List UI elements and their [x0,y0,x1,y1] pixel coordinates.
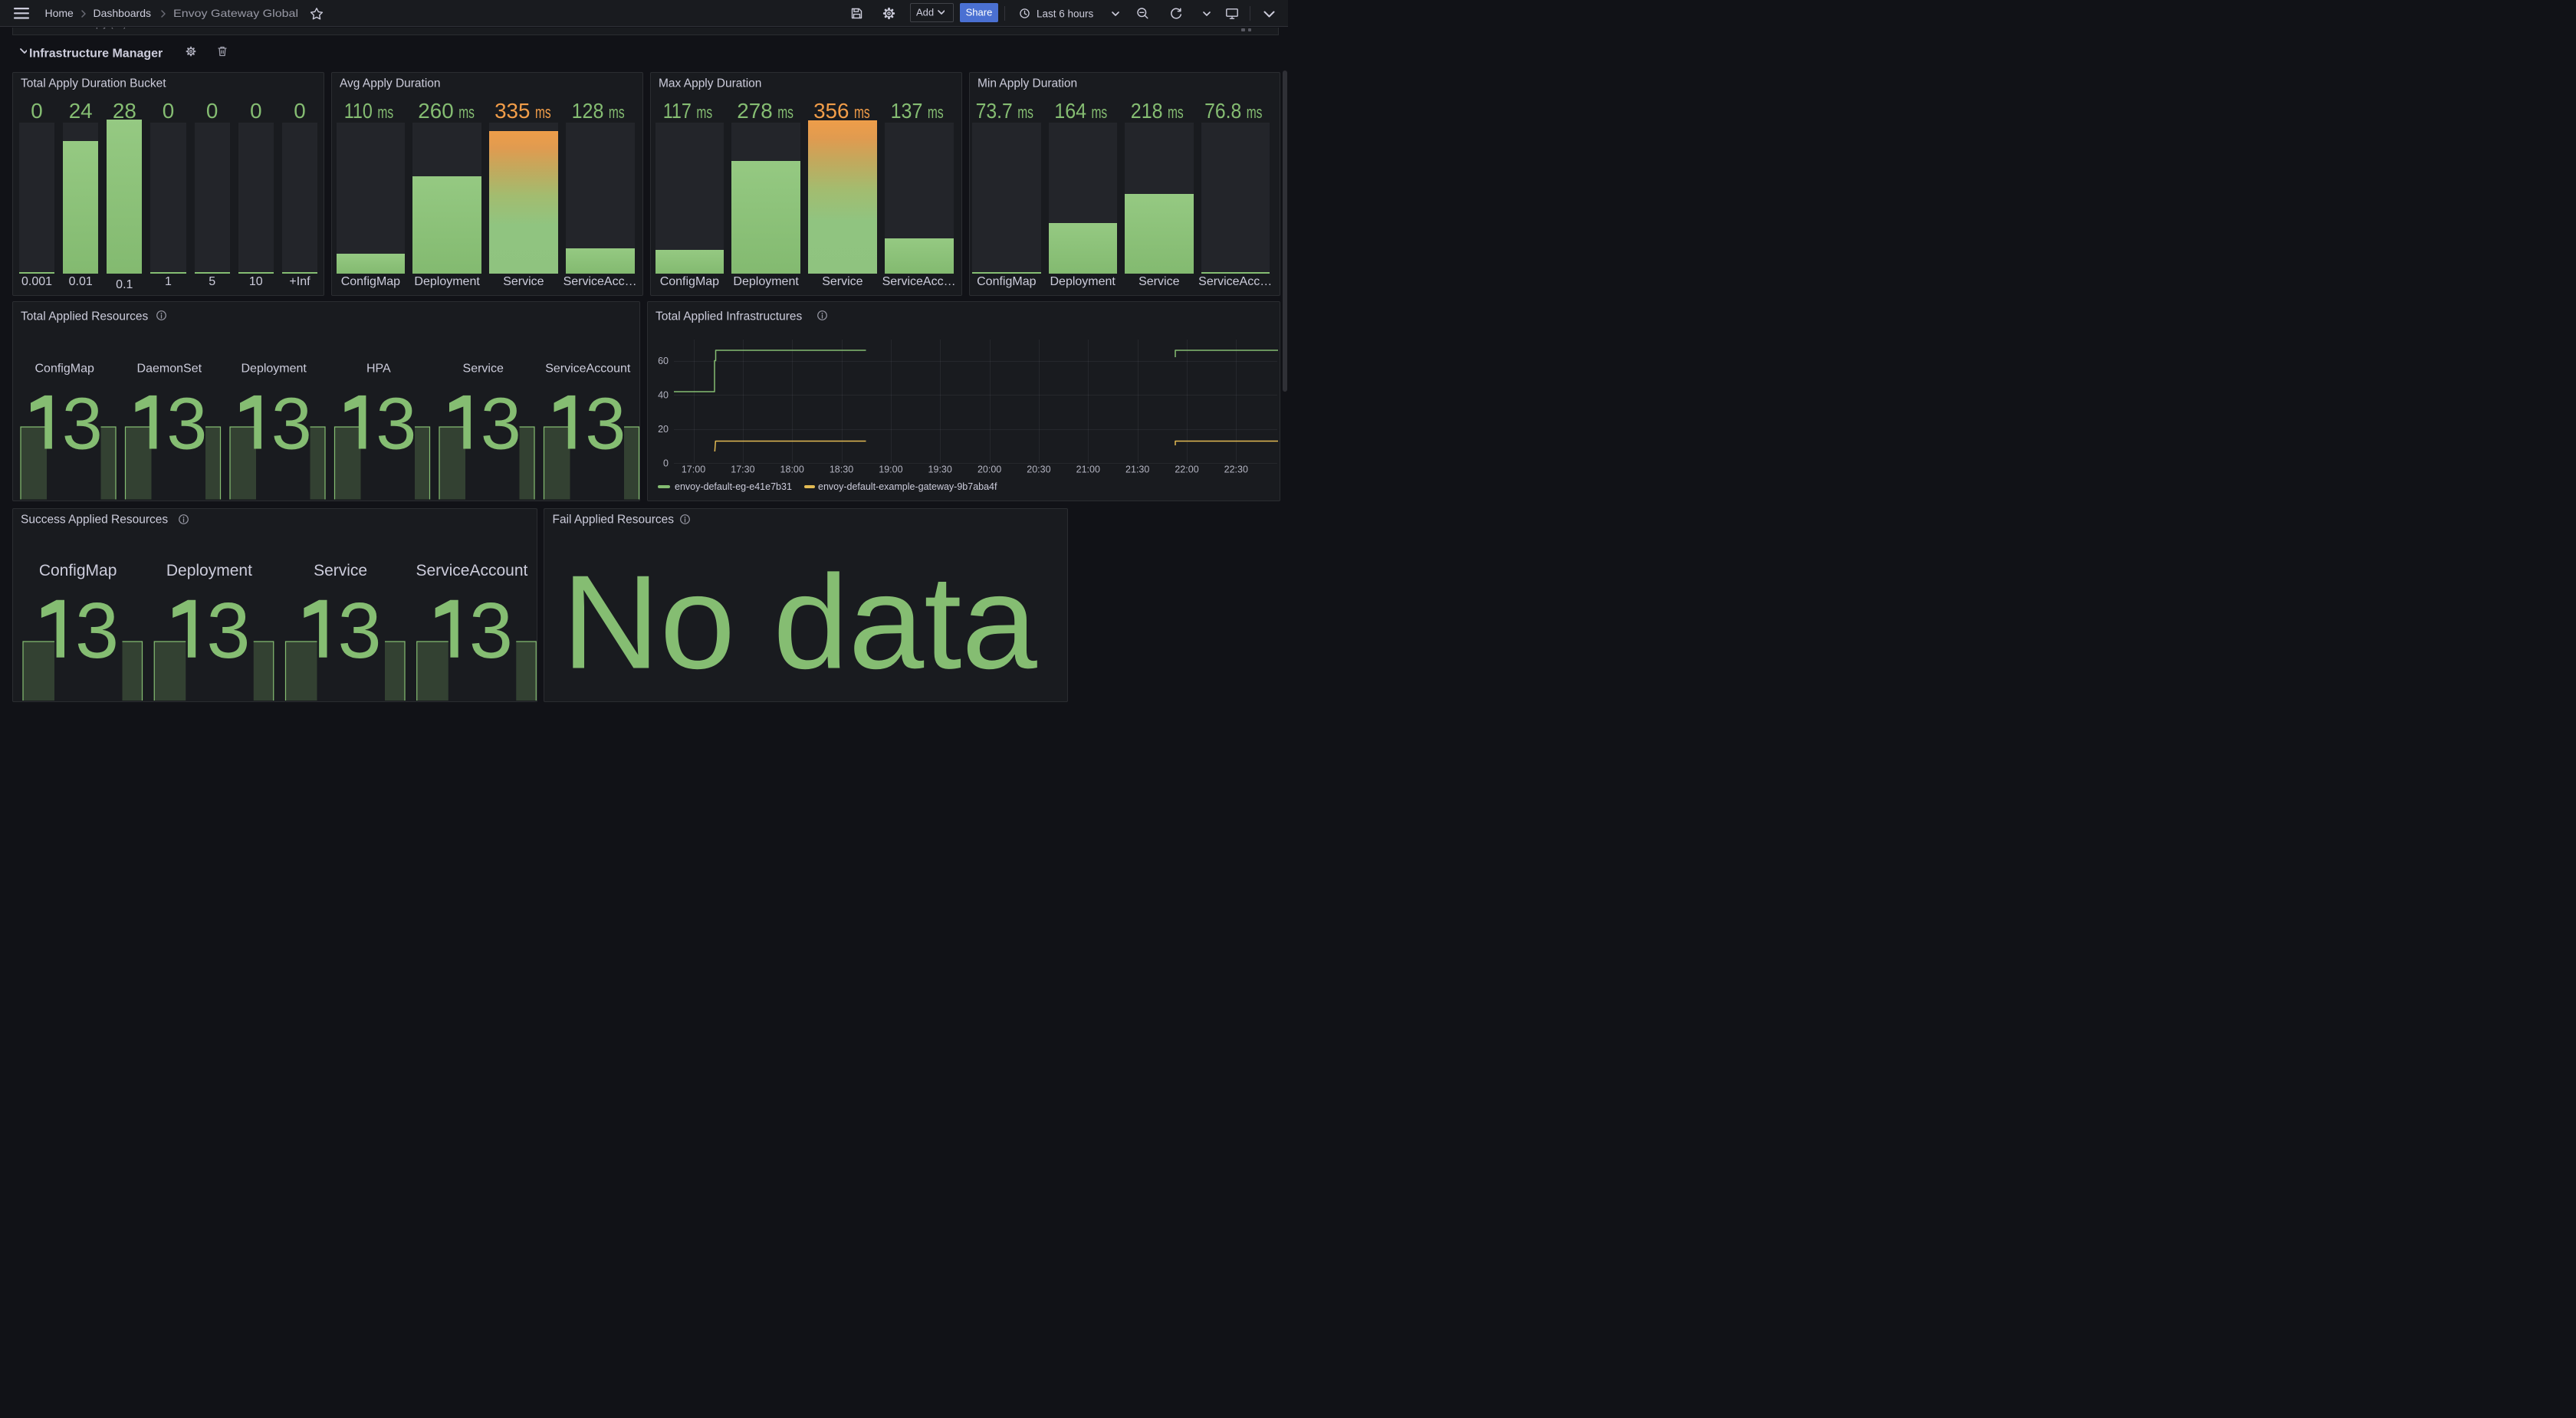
svg-text:Infrastructure Manager: Infrastructure Manager [29,48,163,61]
